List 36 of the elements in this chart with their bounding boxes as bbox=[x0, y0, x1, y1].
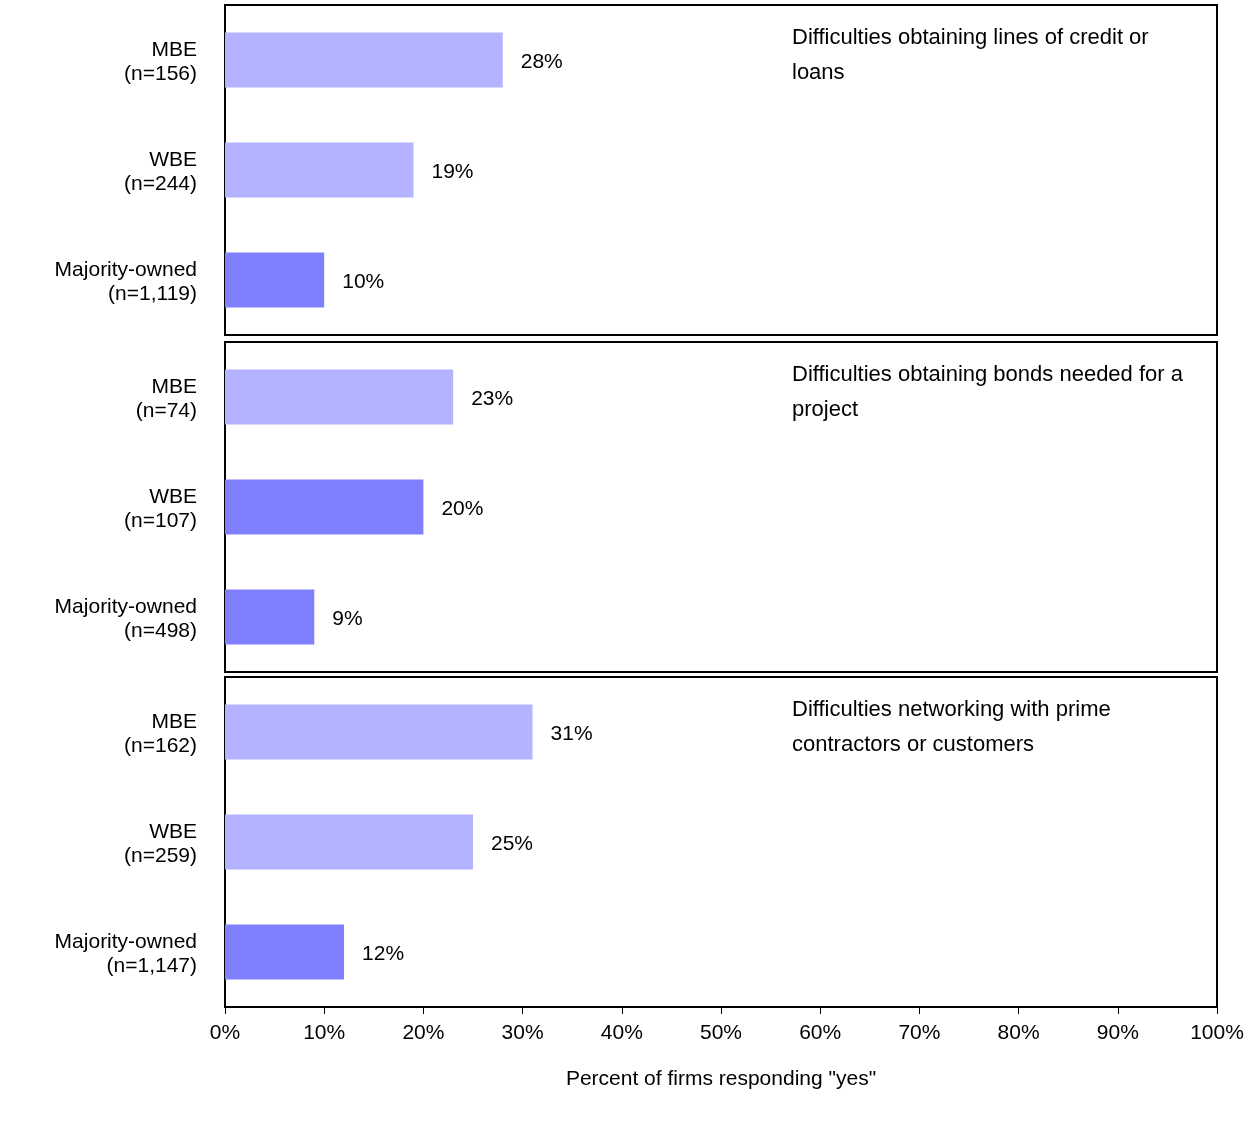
x-tick-label: 80% bbox=[997, 1020, 1040, 1043]
bar bbox=[225, 704, 533, 760]
text: Difficulties networking with prime contractors or customers bbox=[792, 696, 1117, 756]
x-tick-label: 30% bbox=[501, 1020, 544, 1043]
x-tick-label: 90% bbox=[1096, 1020, 1139, 1043]
y-tick-label: Majority-owned (n=498) bbox=[54, 593, 197, 641]
x-tick-label: 100% bbox=[1190, 1020, 1244, 1043]
x-tick-label: 60% bbox=[799, 1020, 842, 1043]
data-label: 10% bbox=[342, 268, 385, 292]
data-label: 23% bbox=[471, 385, 514, 409]
x-tick-label: 50% bbox=[699, 1020, 743, 1043]
bar bbox=[225, 814, 473, 870]
bar bbox=[225, 924, 345, 980]
x-tick-label: 20% bbox=[402, 1020, 445, 1043]
y-tick-label: MBE (n=156) bbox=[124, 36, 197, 84]
data-label: 19% bbox=[431, 158, 474, 182]
y-tick-label: WBE (n=244) bbox=[124, 146, 197, 194]
data-label: 25% bbox=[491, 830, 534, 854]
x-tick-label: 0% bbox=[209, 1020, 241, 1043]
text: Difficulties obtaining lines of credit or loans bbox=[792, 24, 1155, 84]
data-label: 28% bbox=[520, 48, 563, 72]
data-label: 12% bbox=[362, 940, 405, 964]
x-tick-label: 40% bbox=[600, 1020, 643, 1043]
x-axis-title: Percent of firms responding "yes" bbox=[565, 1066, 877, 1089]
data-label: 20% bbox=[441, 495, 484, 519]
data-label: 9% bbox=[332, 605, 363, 629]
y-tick-label: Majority-owned (n=1,147) bbox=[54, 928, 197, 976]
y-tick-label: WBE (n=107) bbox=[124, 483, 197, 531]
x-tick-label: 70% bbox=[898, 1020, 941, 1043]
y-tick-label: MBE (n=162) bbox=[124, 708, 197, 756]
data-label: 31% bbox=[550, 720, 593, 744]
text: Difficulties obtaining bonds needed for a project bbox=[792, 361, 1190, 421]
y-tick-label: MBE (n=74) bbox=[135, 373, 197, 421]
y-tick-label: WBE (n=259) bbox=[124, 818, 197, 866]
x-tick-label: 10% bbox=[303, 1020, 346, 1043]
y-tick-label: Majority-owned (n=1,119) bbox=[54, 256, 197, 304]
